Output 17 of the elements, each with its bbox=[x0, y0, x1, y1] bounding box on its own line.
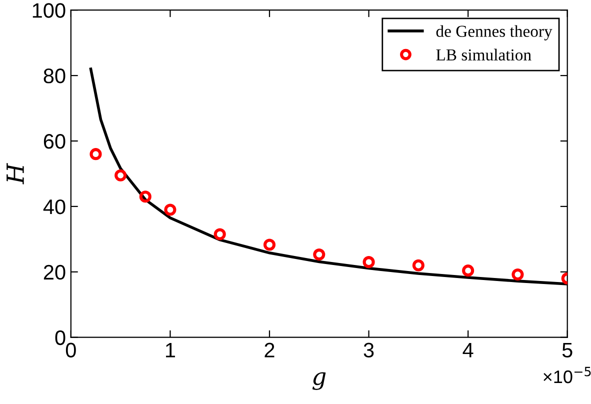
x-tick-label: 1 bbox=[166, 342, 175, 358]
y-tick-label: 80 bbox=[44, 68, 66, 84]
x-tick-label: 4 bbox=[462, 342, 474, 358]
y-tick-label: 0 bbox=[55, 330, 66, 346]
x-tick-label: 0 bbox=[66, 342, 76, 358]
x-tick-label: 5 bbox=[562, 342, 572, 358]
y-tick-label: 60 bbox=[44, 134, 66, 149]
y-tick-label: 20 bbox=[44, 264, 66, 280]
legend-label: de Gennes theory bbox=[436, 25, 552, 40]
legend-label: LB simulation bbox=[436, 48, 532, 61]
x-axis-title: g bbox=[312, 372, 326, 390]
y-tick-label: 40 bbox=[43, 199, 66, 214]
text: ×10$^{−5}$ bbox=[544, 366, 591, 384]
x-tick-label: 3 bbox=[364, 342, 374, 358]
x-tick-label: 2 bbox=[264, 342, 274, 358]
y-tick-label: 100 bbox=[32, 3, 66, 18]
y-axis-title: H bbox=[6, 163, 24, 184]
